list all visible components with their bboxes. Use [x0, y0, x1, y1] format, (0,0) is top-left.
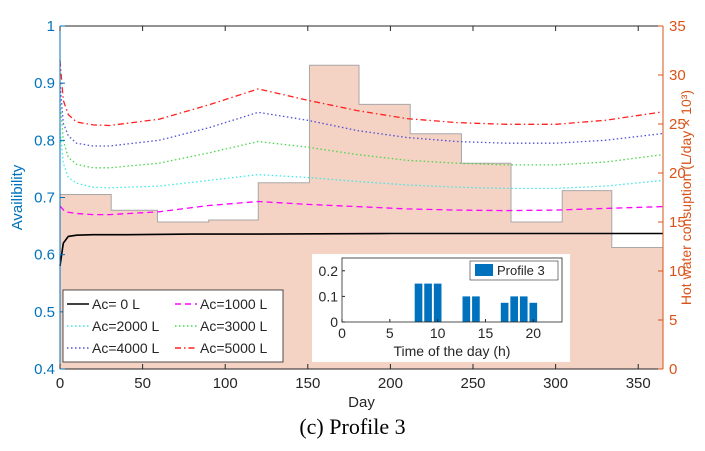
inset-bar — [472, 296, 480, 322]
legend-label-0: Ac= 0 L — [92, 296, 140, 312]
x-tick-label: 200 — [378, 375, 403, 392]
right-y-tick-label: 0 — [669, 361, 677, 378]
x-tick-label: 0 — [56, 375, 64, 392]
left-y-tick-label: 0.7 — [34, 190, 55, 207]
inset-bar — [510, 296, 518, 322]
x-tick-label: 250 — [460, 375, 485, 392]
x-tick-label: 350 — [626, 375, 651, 392]
right-y-tick-label: 35 — [669, 18, 686, 35]
series-line-3 — [59, 100, 664, 169]
x-tick-label: 300 — [543, 375, 568, 392]
inset-x-axis-label: Time of the day (h) — [394, 343, 511, 359]
legend-label-5: Ac=5000 L — [200, 340, 268, 356]
x-tick-label: 100 — [213, 375, 238, 392]
left-y-tick-label: 0.6 — [34, 247, 55, 264]
inset-x-tick-label: 15 — [478, 325, 494, 341]
right-y-tick-label: 30 — [669, 67, 686, 84]
left-y-tick-label: 0.9 — [34, 75, 55, 92]
series-line-5 — [59, 60, 664, 127]
series-line-0 — [59, 232, 663, 267]
left-y-tick-label: 0.8 — [34, 132, 55, 149]
left-y-tick-label: 1 — [47, 18, 55, 35]
x-tick-label: 50 — [134, 375, 151, 392]
legend-label-3: Ac=3000 L — [200, 318, 268, 334]
inset-y-tick-label: 0 — [330, 314, 338, 330]
series-line-4 — [59, 83, 664, 147]
inset-y-tick-label: 0.2 — [319, 263, 339, 279]
inset-legend-label: Profile 3 — [497, 263, 545, 278]
x-tick-label: 150 — [295, 375, 320, 392]
right-y-tick-label: 15 — [669, 214, 686, 231]
figure-caption: (c) Profile 3 — [299, 414, 406, 439]
right-y-tick-label: 5 — [669, 312, 677, 329]
right-y-tick-label: 25 — [669, 116, 686, 133]
right-y-tick-label: 20 — [669, 165, 686, 182]
inset-x-tick-label: 10 — [430, 325, 446, 341]
inset-bar — [424, 283, 432, 322]
inset-x-tick-label: 5 — [386, 325, 394, 341]
inset-bar — [519, 296, 528, 322]
left-y-tick-label: 0.5 — [34, 304, 55, 321]
inset-x-tick-label: 0 — [338, 325, 346, 341]
inset-y-tick-label: 0.1 — [319, 288, 339, 304]
inset-bar — [414, 283, 423, 322]
consumption-step-line — [60, 64, 663, 248]
series-line-2 — [59, 128, 664, 190]
left-y-tick-label: 0.4 — [34, 361, 55, 378]
x-axis-label: Day — [348, 394, 375, 411]
inset-frame — [341, 257, 563, 323]
right-y-tick-label: 10 — [669, 263, 686, 280]
left-y-axis-label: Availibility — [9, 164, 26, 230]
inset-legend-swatch — [475, 264, 493, 276]
legend-label-2: Ac=2000 L — [92, 318, 160, 334]
legend-label-1: Ac=1000 L — [200, 296, 268, 312]
inset-bar — [433, 283, 442, 322]
inset-bar — [529, 302, 538, 322]
inset-bar — [500, 302, 509, 322]
inset-x-tick-label: 20 — [526, 325, 542, 341]
inset-bar — [462, 296, 471, 322]
right-y-axis-label: Hot water consuption (L/day × 10³) — [678, 90, 694, 305]
series-line-1 — [59, 200, 664, 216]
legend-box — [62, 289, 284, 363]
legend-label-4: Ac=4000 L — [92, 340, 160, 356]
